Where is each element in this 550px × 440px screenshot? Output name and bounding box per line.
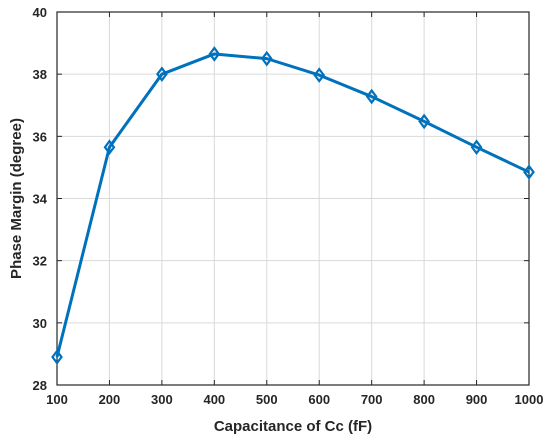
x-tick-label: 500 (256, 392, 278, 407)
y-tick-label: 34 (33, 192, 48, 207)
data-point-marker (470, 139, 483, 156)
y-tick-label: 40 (33, 5, 47, 20)
data-point-marker (103, 139, 116, 156)
data-point-marker (156, 66, 168, 82)
x-tick-label: 400 (203, 392, 225, 407)
x-tick-label: 200 (99, 392, 121, 407)
x-tick-label: 700 (361, 392, 383, 407)
y-axis-label: Phase Margin (degree) (8, 118, 25, 279)
y-tick-label: 38 (33, 67, 47, 82)
y-tick-label: 36 (33, 129, 47, 144)
data-point-marker (313, 67, 326, 83)
y-tick-label: 28 (33, 378, 47, 393)
x-tick-labels: 100 200 300 400 500 600 700 800 900 1000 (46, 392, 543, 407)
data-point-marker (365, 88, 378, 105)
y-tick-labels: 28 30 32 34 36 38 40 (33, 5, 48, 393)
x-tick-label: 600 (308, 392, 330, 407)
data-point-marker (260, 50, 273, 67)
x-tick-label: 900 (466, 392, 488, 407)
data-point-marker (418, 113, 430, 130)
x-tick-label: 1000 (515, 392, 544, 407)
data-point-marker (208, 46, 221, 62)
series-line (55, 52, 530, 358)
x-axis-label: Capacitance of Cc (fF) (214, 418, 372, 435)
data-point-marker (51, 349, 63, 365)
x-tick-label: 800 (413, 392, 435, 407)
y-tick-label: 32 (33, 254, 47, 269)
y-tick-label: 30 (33, 316, 47, 331)
x-tick-label: 300 (151, 392, 173, 407)
data-point-marker (523, 164, 535, 180)
data-markers (51, 46, 535, 365)
x-tick-label: 100 (46, 392, 68, 407)
plot-frame (56, 11, 530, 386)
